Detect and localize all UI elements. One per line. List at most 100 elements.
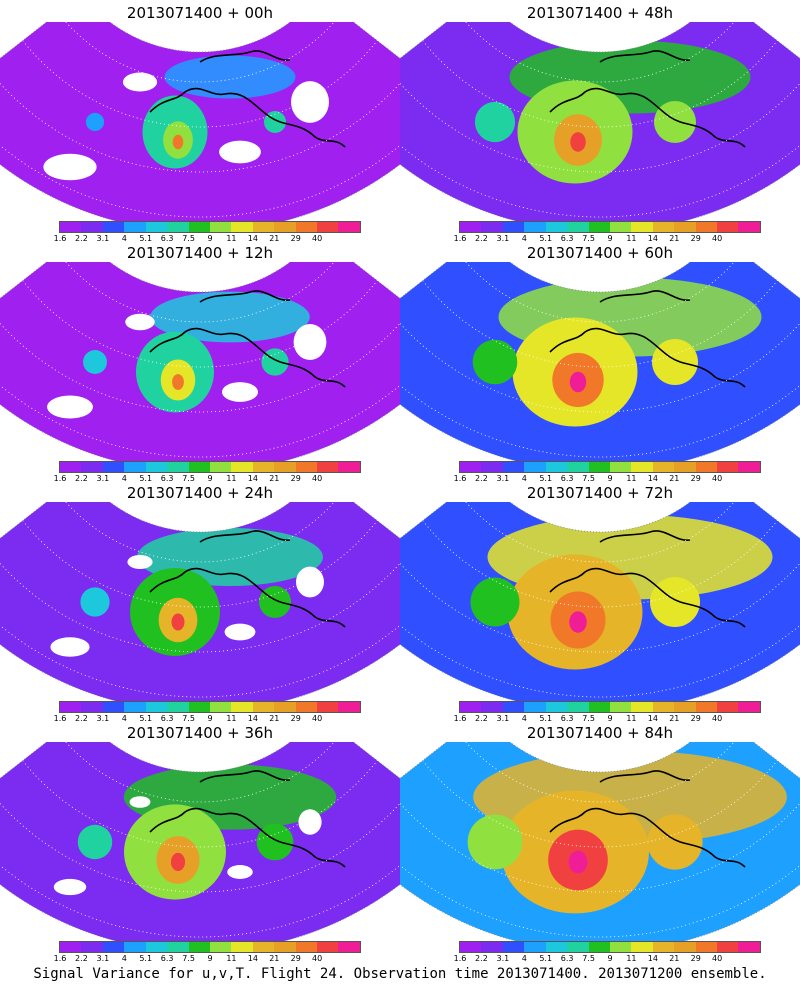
colorbar-tick-label: 7.5: [582, 714, 595, 723]
colorbar-tick-label: 21: [669, 474, 680, 483]
graticule-line: [422, 280, 778, 368]
colorbar-tick-label: 6.3: [560, 714, 574, 723]
colorbar-tick-label: 3.1: [496, 474, 510, 483]
variance-peak: [570, 132, 586, 152]
colorbar-tick-label: 7.5: [182, 234, 195, 243]
colorbar-swatch: [545, 702, 568, 712]
colorbar-swatch: [145, 222, 168, 232]
colorbar-swatch: [567, 462, 589, 472]
variance-map: [400, 262, 800, 462]
colorbar-swatch: [209, 702, 232, 712]
colorbar-swatch: [674, 702, 696, 712]
colorbar-swatch: [145, 462, 168, 472]
graticule-line: [22, 280, 378, 368]
colorbar-labels: 1.6 2.2 3.1 4 5.1 6.3 7.5 9 11 14 21 29 40: [54, 714, 360, 724]
colorbar-swatch: [567, 702, 589, 712]
colorbar-swatch: [481, 702, 503, 712]
colorbar-tick-label: 2.2: [75, 474, 88, 483]
variance-region: [472, 339, 518, 385]
colorbar-swatch: [209, 942, 232, 952]
variance-region: [654, 101, 696, 143]
colorbar-tick-label: 4: [121, 474, 127, 483]
variance-region: [650, 577, 700, 627]
map-panel: 2013071400 + 36h 1.6 2.2 3.1 4 5.1 6.3 7.5 9 11 14…: [0, 720, 400, 963]
colorbar-swatch: [295, 702, 318, 712]
colorbar-swatch: [502, 942, 525, 952]
colorbar-swatch: [524, 702, 546, 712]
colorbar-swatch: [524, 462, 546, 472]
colorbar-tick-label: 1.6: [53, 474, 67, 483]
colorbar-tick-label: 6.3: [560, 474, 574, 483]
colorbar-swatch: [631, 702, 653, 712]
coastline: [149, 770, 346, 868]
missing-data-patch: [50, 637, 90, 657]
colorbar-swatch: [145, 702, 168, 712]
colorbar-swatch: [81, 222, 103, 232]
colorbar-tick-label: 2.2: [75, 714, 88, 723]
panel-title: 2013071400 + 72h: [526, 484, 674, 502]
colorbar-swatch: [60, 222, 82, 232]
colorbar-swatch: [717, 942, 739, 952]
colorbar-swatch: [588, 942, 610, 952]
colorbar: [459, 221, 761, 233]
colorbar-tick-label: 9: [207, 714, 213, 723]
colorbar-tick-label: 4: [121, 234, 127, 243]
colorbar-swatch: [631, 222, 653, 232]
colorbar-swatch: [652, 222, 675, 232]
colorbar-tick-label: 4: [121, 714, 127, 723]
colorbar-swatch: [609, 222, 632, 232]
variance-peak: [172, 374, 184, 390]
variance-region: [261, 348, 289, 376]
colorbar-tick-label: 40: [312, 474, 323, 483]
colorbar-tick-label: 3.1: [496, 234, 510, 243]
graticule-line: [0, 67, 400, 173]
graticule-line: [422, 40, 778, 128]
colorbar-swatch: [524, 942, 546, 952]
colorbar-tick-label: 14: [247, 714, 258, 723]
colorbar-swatch: [481, 462, 503, 472]
colorbar-tick-label: 3.1: [96, 474, 110, 483]
colorbar-swatch: [60, 702, 82, 712]
colorbar-swatch: [738, 942, 760, 952]
colorbar-tick-label: 11: [226, 714, 237, 723]
coastline: [549, 290, 746, 388]
colorbar-tick-label: 29: [290, 954, 301, 963]
variance-region: [85, 112, 105, 132]
panel-title: 2013071400 + 12h: [126, 244, 274, 262]
variance-map: [0, 262, 400, 462]
colorbar: [59, 461, 361, 473]
colorbar-tick-label: 21: [269, 234, 280, 243]
colorbar-swatch: [460, 462, 482, 472]
colorbar-swatch: [652, 462, 675, 472]
colorbar-tick-label: 29: [690, 714, 701, 723]
colorbar-swatch: [209, 462, 232, 472]
colorbar-swatch: [60, 462, 82, 472]
variance-peak: [172, 134, 184, 150]
colorbar-swatch: [631, 462, 653, 472]
colorbar-swatch: [317, 942, 339, 952]
colorbar-swatch: [295, 222, 318, 232]
colorbar-swatch: [209, 222, 232, 232]
colorbar-swatch: [124, 702, 146, 712]
colorbar-swatch: [81, 462, 103, 472]
colorbar-tick-label: 7.5: [582, 474, 595, 483]
colorbar-swatch: [167, 702, 189, 712]
colorbar-tick-label: 4: [521, 474, 527, 483]
colorbar-tick-label: 5.1: [539, 474, 553, 483]
colorbar-tick-label: 4: [521, 234, 527, 243]
colorbar-swatch: [231, 702, 253, 712]
colorbar-tick-label: 2.2: [475, 474, 488, 483]
colorbar-swatch: [188, 942, 210, 952]
colorbar: [59, 701, 361, 713]
variance-region: [470, 577, 520, 627]
missing-data-patch: [224, 623, 256, 641]
colorbar-labels: 1.6 2.2 3.1 4 5.1 6.3 7.5 9 11 14 21 29 40: [454, 714, 760, 724]
colorbar-tick-label: 3.1: [496, 954, 510, 963]
graticule-line: [422, 520, 778, 608]
missing-data-patch: [122, 72, 158, 92]
missing-data-patch: [221, 382, 259, 402]
colorbar-swatch: [338, 462, 360, 472]
missing-data-patch: [227, 865, 253, 879]
colorbar-swatch: [609, 462, 632, 472]
panel-title: 2013071400 + 36h: [126, 724, 274, 742]
